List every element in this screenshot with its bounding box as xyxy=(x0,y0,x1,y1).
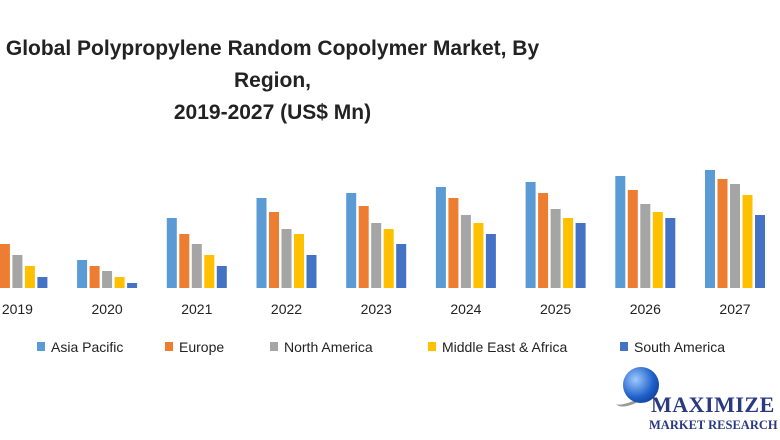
bar-2024-europe xyxy=(448,198,459,288)
bar-2024-asia-pacific xyxy=(435,187,446,288)
bar-2024-middle-east-africa xyxy=(473,223,484,288)
bar-2020-europe xyxy=(89,266,100,288)
bar-2025-north-america xyxy=(550,209,561,288)
bar-2027-asia-pacific xyxy=(705,170,715,288)
legend-label: North America xyxy=(284,339,373,355)
bar-2022-asia-pacific xyxy=(256,198,267,288)
bar-2026-south-america xyxy=(665,218,676,288)
bar-2023-north-america xyxy=(371,223,382,288)
bar-2027-south-america xyxy=(755,215,765,288)
bar-2020-south-america xyxy=(127,283,138,288)
x-tick-label: 2021 xyxy=(181,301,212,317)
x-tick-label: 2022 xyxy=(271,301,302,317)
bar-2019-europe xyxy=(0,244,10,288)
x-tick-label: 2019 xyxy=(2,301,33,317)
bar-2023-middle-east-africa xyxy=(383,229,394,288)
bar-2027-europe xyxy=(717,179,728,288)
chart-title-line-2: 2019-2027 (US$ Mn) xyxy=(173,101,372,124)
x-tick-label: 2026 xyxy=(630,301,661,317)
x-tick-label: 2027 xyxy=(719,301,750,317)
x-tick-label: 2023 xyxy=(361,301,392,317)
bar-2019-south-america xyxy=(37,277,48,288)
bar-2021-middle-east-africa xyxy=(204,255,215,288)
bar-2020-asia-pacific xyxy=(77,260,88,288)
bar-2020-middle-east-africa xyxy=(114,277,125,288)
maximize-logo: MAXIMIZE MARKET RESEARCH PVT xyxy=(613,362,780,440)
bar-2025-south-america xyxy=(575,223,586,288)
legend-label: Asia Pacific xyxy=(51,339,123,355)
bar-2026-asia-pacific xyxy=(615,176,626,288)
bar-2025-asia-pacific xyxy=(525,182,536,288)
bar-2022-north-america xyxy=(281,229,292,288)
bar-2023-europe xyxy=(358,206,369,288)
legend-swatch xyxy=(37,342,45,351)
x-tick-label: 2025 xyxy=(540,301,571,317)
bar-2022-middle-east-africa xyxy=(294,234,304,288)
bar-2027-north-america xyxy=(730,184,740,288)
bar-2026-europe xyxy=(627,190,638,288)
x-tick-label: 2024 xyxy=(450,301,481,317)
chart-title: Global Polypropylene Random Copolymer Ma… xyxy=(0,33,545,129)
chart-title-line-1: Global Polypropylene Random Copolymer Ma… xyxy=(5,37,540,92)
bar-2023-south-america xyxy=(396,244,407,288)
bar-2026-north-america xyxy=(640,204,651,288)
legend-swatch xyxy=(270,342,278,351)
bar-2022-europe xyxy=(269,212,279,288)
bar-2024-south-america xyxy=(485,234,496,288)
bar-2027-middle-east-africa xyxy=(742,195,753,288)
bar-2022-south-america xyxy=(306,255,317,288)
x-tick-label: 2020 xyxy=(92,301,123,317)
bar-2024-north-america xyxy=(460,215,471,288)
legend-label: Europe xyxy=(179,339,224,355)
bar-2025-middle-east-africa xyxy=(563,218,574,288)
legend-swatch xyxy=(428,342,436,351)
bar-2019-middle-east-africa xyxy=(24,266,35,288)
bar-2023-asia-pacific xyxy=(346,193,357,288)
bar-2021-europe xyxy=(179,234,190,288)
bar-2020-north-america xyxy=(102,271,113,288)
legend-label: South America xyxy=(634,339,725,355)
globe-icon xyxy=(623,367,659,403)
logo-text-main: MAXIMIZE xyxy=(651,392,775,417)
bar-2021-north-america xyxy=(191,244,202,288)
bar-2019-north-america xyxy=(12,255,23,288)
logo-text-sub: MARKET RESEARCH PVT xyxy=(649,418,780,432)
bar-2021-asia-pacific xyxy=(166,218,177,288)
bar-2021-south-america xyxy=(216,266,227,288)
bar-2025-europe xyxy=(538,193,549,288)
bar-2026-middle-east-africa xyxy=(652,212,663,288)
legend-swatch xyxy=(620,342,628,351)
legend-swatch xyxy=(165,342,173,351)
legend-label: Middle East & Africa xyxy=(442,339,567,355)
